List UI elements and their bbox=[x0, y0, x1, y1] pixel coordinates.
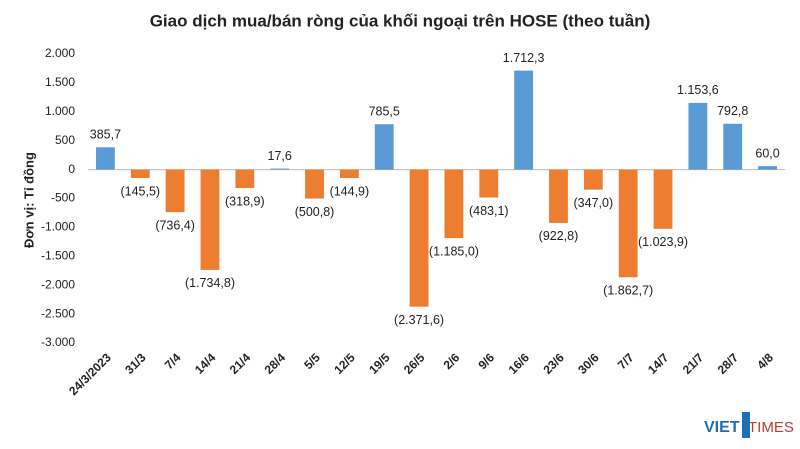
value-label: (922,8) bbox=[539, 229, 579, 243]
bar bbox=[758, 166, 777, 170]
bar bbox=[653, 169, 673, 229]
x-tick-label: 24/3/2023 bbox=[66, 350, 114, 398]
bar bbox=[618, 169, 638, 278]
value-label: (2.371,6) bbox=[394, 313, 444, 327]
y-axis-label: Đơn vị: Tỉ đồng bbox=[21, 152, 36, 248]
logo-mark bbox=[742, 412, 750, 438]
bar bbox=[409, 169, 429, 307]
x-tick-label: 30/6 bbox=[575, 350, 602, 377]
value-label: (347,0) bbox=[574, 196, 614, 210]
x-tick-label: 28/4 bbox=[262, 350, 289, 377]
y-tick-label: -2.500 bbox=[41, 306, 75, 320]
value-label: 17,6 bbox=[268, 149, 292, 163]
x-tick-label: 26/5 bbox=[401, 350, 428, 377]
y-tick-label: 0 bbox=[68, 162, 75, 176]
y-tick-label: -3.000 bbox=[41, 335, 75, 349]
y-tick-label: -2.000 bbox=[41, 277, 75, 291]
value-label: (1.023,9) bbox=[638, 235, 688, 249]
x-tick-label: 19/5 bbox=[366, 350, 393, 377]
value-label: (318,9) bbox=[225, 194, 265, 208]
x-tick-label: 28/7 bbox=[715, 350, 742, 377]
value-label: (736,4) bbox=[155, 218, 195, 232]
bar bbox=[130, 169, 150, 179]
value-label: (1.862,7) bbox=[603, 284, 653, 298]
y-tick-label: -1.500 bbox=[41, 248, 75, 262]
x-tick-label: 12/5 bbox=[331, 350, 358, 377]
bar bbox=[96, 147, 115, 170]
bar bbox=[200, 169, 220, 270]
y-tick-label: 500 bbox=[55, 133, 75, 147]
x-tick-label: 7/4 bbox=[162, 350, 184, 372]
bar bbox=[339, 169, 359, 178]
y-tick-label: 2.000 bbox=[45, 46, 75, 60]
bar bbox=[270, 168, 290, 170]
bar bbox=[688, 102, 708, 170]
value-label: 385,7 bbox=[90, 128, 121, 142]
value-label: 1.712,3 bbox=[503, 51, 545, 65]
x-tick-label: 31/3 bbox=[122, 350, 149, 377]
x-tick-label: 2/6 bbox=[441, 350, 463, 372]
bar bbox=[583, 169, 603, 190]
logo-times: TIMES bbox=[748, 419, 794, 436]
bar bbox=[514, 70, 534, 170]
bar bbox=[444, 169, 464, 239]
y-tick-label: 1.500 bbox=[45, 75, 75, 89]
x-tick-label: 5/5 bbox=[301, 350, 323, 372]
value-label: (1.185,0) bbox=[429, 244, 479, 258]
value-label: (483,1) bbox=[469, 204, 509, 218]
y-tick-label: -500 bbox=[51, 191, 75, 205]
bar bbox=[165, 169, 185, 213]
x-tick-label: 14/4 bbox=[192, 350, 219, 377]
x-tick-label: 21/4 bbox=[227, 350, 254, 377]
x-tick-label: 16/6 bbox=[506, 350, 533, 377]
value-label: (145,5) bbox=[120, 184, 160, 198]
logo-viet: VIET bbox=[704, 419, 740, 436]
value-label: 792,8 bbox=[717, 104, 748, 118]
bar bbox=[479, 169, 499, 198]
bar bbox=[549, 169, 568, 223]
value-label: (1.734,8) bbox=[185, 276, 235, 290]
value-label: 1.153,6 bbox=[677, 83, 719, 97]
y-tick-label: 1.000 bbox=[45, 104, 75, 118]
bar bbox=[374, 124, 394, 170]
value-label: 60,0 bbox=[755, 146, 779, 160]
chart-title: Giao dịch mua/bán ròng của khối ngoại tr… bbox=[150, 11, 651, 30]
x-tick-label: 9/6 bbox=[475, 350, 497, 372]
value-label: (144,9) bbox=[330, 184, 370, 198]
x-tick-label: 7/7 bbox=[615, 350, 637, 372]
x-tick-label: 14/7 bbox=[645, 350, 672, 377]
bar bbox=[305, 169, 324, 199]
bar bbox=[723, 123, 743, 170]
y-tick-label: -1.000 bbox=[41, 220, 75, 234]
value-label: 785,5 bbox=[369, 104, 400, 118]
x-tick-label: 21/7 bbox=[680, 350, 707, 377]
x-tick-label: 4/8 bbox=[754, 350, 776, 372]
value-label: (500,8) bbox=[295, 205, 335, 219]
x-tick-label: 23/6 bbox=[540, 350, 567, 377]
bar bbox=[235, 169, 255, 189]
